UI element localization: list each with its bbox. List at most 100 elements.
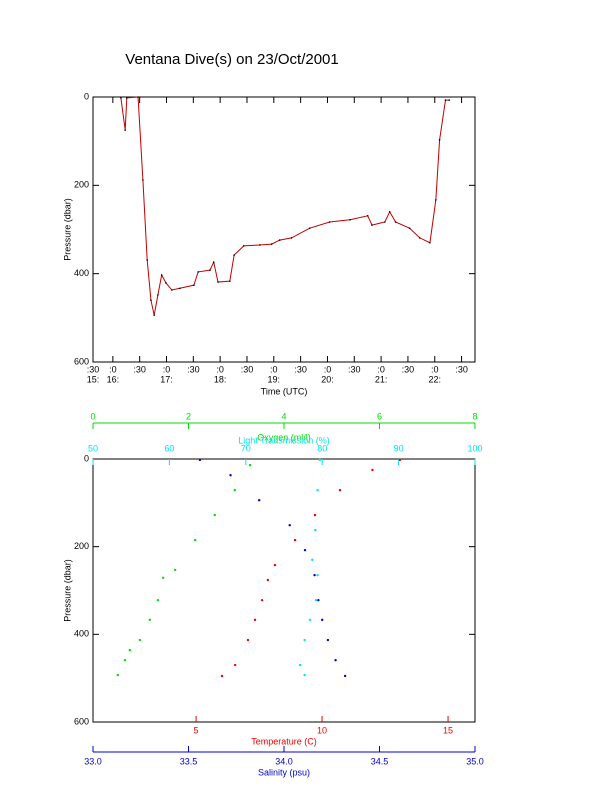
profile-point xyxy=(173,568,177,572)
x-tick-label: :0 xyxy=(163,364,171,374)
profile-point xyxy=(398,458,402,462)
track-point xyxy=(137,96,139,98)
track-point xyxy=(171,289,173,291)
profile-point xyxy=(334,658,337,662)
track-point xyxy=(160,274,163,276)
profile-point xyxy=(193,538,197,542)
x-tick-hour: 20: xyxy=(321,374,334,384)
x-tick-hour: 22: xyxy=(429,374,442,384)
profile-point xyxy=(248,463,252,467)
track-point xyxy=(448,99,451,101)
x-tick-label: :30 xyxy=(294,364,307,374)
x-tick-label: 2 xyxy=(186,411,191,421)
chart-title: Ventana Dive(s) on 23/Oct/2001 xyxy=(125,51,338,68)
profile-point xyxy=(233,663,237,667)
track-point xyxy=(366,215,369,217)
profile-point xyxy=(321,618,324,622)
x-tick-label: :30 xyxy=(187,364,200,374)
profile-point xyxy=(318,458,322,462)
track-point xyxy=(217,281,219,283)
x-tick-hour: 16: xyxy=(107,374,120,384)
x-tick-label: :30 xyxy=(241,364,254,374)
x-tick-label: :30 xyxy=(402,364,415,374)
profile-point xyxy=(316,488,319,492)
profile-point xyxy=(229,474,232,477)
track-point xyxy=(371,224,373,226)
track-point xyxy=(165,282,167,284)
x-tick-label: 4 xyxy=(281,411,286,421)
track-point xyxy=(146,259,148,261)
x-axis-label: Light Transmission (%) xyxy=(238,435,330,445)
x-tick-label: 60 xyxy=(164,443,174,453)
x-axis-label: Temperature (C) xyxy=(251,736,317,746)
track-point xyxy=(349,218,351,221)
profile-point xyxy=(123,658,127,662)
track-point xyxy=(435,199,437,201)
y-axis-label: Pressure (dbar) xyxy=(62,198,72,261)
profile-point xyxy=(317,598,320,602)
x-tick-label: 90 xyxy=(394,443,404,453)
y-tick-label: 0 xyxy=(84,453,89,463)
x-tick-label: :30 xyxy=(348,364,361,374)
profile-point xyxy=(314,528,317,532)
track-point xyxy=(212,261,215,263)
track-point xyxy=(290,237,293,239)
x-tick-label: 5 xyxy=(194,725,199,735)
y-tick-label: 0 xyxy=(84,91,89,101)
x-tick-label: 0 xyxy=(90,411,95,421)
profile-point xyxy=(198,458,202,462)
x-tick-label: :0 xyxy=(216,364,224,374)
x-tick-label: 35.0 xyxy=(466,756,484,766)
profile-point xyxy=(313,513,317,517)
track-point xyxy=(126,97,128,99)
y-tick-label: 200 xyxy=(74,541,89,551)
profile-point xyxy=(303,638,306,642)
x-tick-label: 15 xyxy=(443,725,453,735)
x-tick-hour: 18: xyxy=(214,374,227,384)
track-point xyxy=(150,299,152,301)
profile-point xyxy=(148,618,152,622)
x-tick-label: :0 xyxy=(377,364,385,374)
profile-point xyxy=(138,638,141,642)
x-tick-label: :0 xyxy=(324,364,332,374)
track-point xyxy=(438,139,441,141)
x-tick-hour: 15: xyxy=(87,374,100,384)
track-point xyxy=(193,284,195,286)
profile-point xyxy=(128,648,131,652)
x-tick-label: 10 xyxy=(317,725,327,735)
profile-point xyxy=(343,674,347,678)
track-point xyxy=(394,221,397,223)
track-point xyxy=(142,179,144,181)
profile-point xyxy=(326,638,330,642)
profile-point xyxy=(308,618,312,622)
track-point xyxy=(388,211,391,213)
track-point xyxy=(242,245,245,247)
profile-point xyxy=(371,468,374,472)
x-tick-label: :30 xyxy=(133,364,146,374)
profile-point xyxy=(260,598,264,602)
x-tick-label: 80 xyxy=(317,443,327,453)
x-tick-label: 34.5 xyxy=(371,756,389,766)
x-tick-hour: 19: xyxy=(268,374,281,384)
track-point xyxy=(408,227,411,229)
profile-point xyxy=(213,513,216,517)
track-point xyxy=(157,294,159,296)
track-point xyxy=(259,244,261,246)
profile-point xyxy=(116,673,120,677)
profile-point xyxy=(253,618,257,622)
y-axis-label: Pressure (dbar) xyxy=(62,559,72,622)
profile-point xyxy=(273,563,277,567)
track-point xyxy=(418,237,421,239)
track-point xyxy=(229,280,231,282)
profile-point xyxy=(266,578,270,582)
y-tick-label: 400 xyxy=(74,629,89,639)
track-point xyxy=(209,269,211,271)
track-point xyxy=(444,99,447,101)
x-tick-label: 8 xyxy=(472,411,477,421)
track-point xyxy=(270,243,273,245)
y-tick-label: 200 xyxy=(74,180,89,190)
plot-frame xyxy=(92,96,476,363)
x-tick-label: :30 xyxy=(87,364,100,374)
track-point xyxy=(153,314,155,316)
track-point xyxy=(429,241,431,244)
